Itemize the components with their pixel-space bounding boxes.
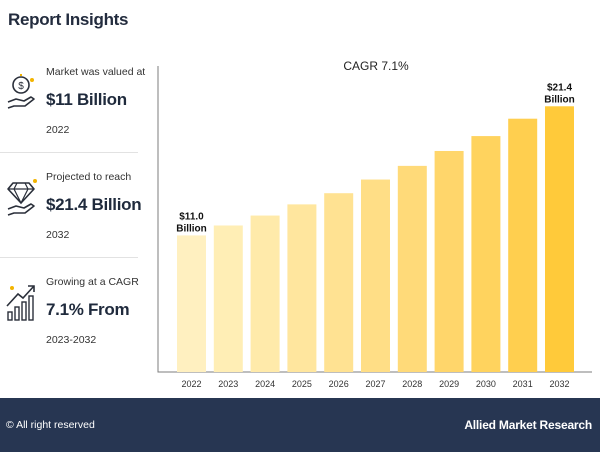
x-tick-label: 2026 bbox=[329, 379, 349, 389]
bar-2026 bbox=[324, 193, 354, 372]
x-tick-label: 2031 bbox=[513, 379, 533, 389]
bar-2024 bbox=[250, 215, 280, 372]
insight-cagr: Growing at a CAGR 7.1% From 2023-2032 bbox=[0, 258, 139, 362]
diamond-hand-icon bbox=[7, 179, 37, 216]
insight-year: 2023-2032 bbox=[46, 334, 97, 346]
bar-2032 bbox=[545, 106, 574, 373]
insight-year: 2032 bbox=[46, 229, 70, 241]
x-tick-label: 2022 bbox=[181, 379, 201, 389]
bar-2025 bbox=[287, 204, 317, 372]
bar-2030 bbox=[471, 136, 501, 372]
bar-2023 bbox=[213, 225, 243, 372]
insight-value: 7.1% From bbox=[46, 300, 130, 319]
bar-2022 bbox=[177, 235, 206, 372]
copyright-text: © All right reserved bbox=[6, 419, 95, 431]
x-tick-label: 2029 bbox=[439, 379, 459, 389]
page-title: Report Insights bbox=[8, 10, 129, 29]
chart-title: CAGR 7.1% bbox=[343, 59, 409, 73]
money-hand-icon: $ bbox=[7, 74, 35, 109]
x-tick-label: 2027 bbox=[365, 379, 385, 389]
brand-logo-text: Allied Market Research bbox=[464, 418, 592, 432]
bar-2031 bbox=[508, 118, 538, 372]
x-tick-label: 2024 bbox=[255, 379, 275, 389]
bar-2028 bbox=[397, 165, 427, 372]
data-label: $21.4 bbox=[547, 82, 572, 93]
data-label: Billion bbox=[176, 223, 207, 234]
x-tick-label: 2025 bbox=[292, 379, 312, 389]
x-tick-label: 2023 bbox=[218, 379, 238, 389]
insight-label: Market was valued at bbox=[46, 66, 146, 78]
x-tick-label: 2032 bbox=[549, 379, 569, 389]
insight-value: $11 Billion bbox=[46, 90, 127, 109]
bar-2029 bbox=[434, 150, 464, 372]
svg-text:$: $ bbox=[18, 81, 24, 92]
insight-market-value: $ Market was valued at $11 Billion 2022 bbox=[0, 48, 145, 153]
insight-projection: Projected to reach $21.4 Billion 2032 bbox=[0, 153, 142, 258]
x-tick-label: 2028 bbox=[402, 379, 422, 389]
bar-2027 bbox=[361, 179, 390, 372]
insights-panel: $ Market was valued at $11 Billion 2022 … bbox=[0, 48, 145, 362]
insight-value: $21.4 Billion bbox=[46, 195, 142, 214]
x-tick-label: 2030 bbox=[476, 379, 496, 389]
insight-label: Growing at a CAGR bbox=[46, 276, 139, 288]
data-label: $11.0 bbox=[179, 211, 204, 222]
footer: © All right reserved Allied Market Resea… bbox=[0, 398, 600, 452]
bar-chart: CAGR 7.1% 2022 2023 2024 2025 2026 2027 2028 20… bbox=[157, 59, 592, 389]
insight-year: 2022 bbox=[46, 124, 70, 136]
data-label: Billion bbox=[544, 94, 575, 105]
growth-chart-icon bbox=[6, 285, 35, 321]
insight-label: Projected to reach bbox=[46, 171, 132, 183]
